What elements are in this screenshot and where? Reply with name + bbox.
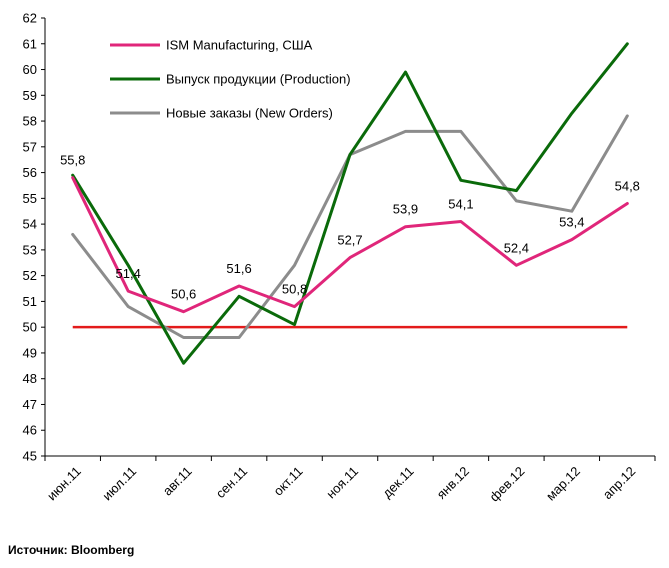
x-tick-label: фев.12 (487, 464, 528, 505)
data-label: 50,6 (171, 287, 196, 302)
x-tick-label: июл.11 (99, 464, 139, 504)
y-tick-label: 57 (23, 139, 37, 154)
y-tick-label: 59 (23, 88, 37, 103)
y-tick-label: 48 (23, 371, 37, 386)
y-tick-label: 50 (23, 320, 37, 335)
y-tick-label: 56 (23, 165, 37, 180)
x-tick-label: дек.11 (379, 464, 416, 501)
data-label: 52,7 (337, 233, 362, 248)
y-tick-label: 51 (23, 294, 37, 309)
y-tick-label: 46 (23, 423, 37, 438)
data-label: 54,1 (448, 197, 473, 212)
x-tick-label: авг.11 (160, 464, 195, 499)
x-tick-label: апр.12 (600, 464, 639, 503)
data-label: 52,4 (504, 240, 529, 255)
data-labels: 55,8 51,4 50,6 51,6 50,8 52,7 53,9 54,1 52,4 53,4… (60, 153, 640, 302)
legend-entry: Новые заказы (New Orders) (166, 106, 333, 121)
data-label: 54,8 (615, 179, 640, 194)
data-label: 55,8 (60, 153, 85, 168)
series-line-1 (71, 42, 629, 365)
x-tick-label: окт.11 (271, 464, 306, 499)
y-tick-label: 52 (23, 268, 37, 283)
series-line-0 (71, 176, 629, 314)
y-tick-label: 54 (23, 217, 37, 232)
data-label: 50,8 (282, 282, 307, 297)
x-tick-label: июн.11 (44, 464, 84, 504)
data-label: 51,4 (116, 266, 141, 281)
x-tick-label: сен.11 (213, 464, 250, 501)
data-label: 51,6 (226, 261, 251, 276)
y-tick-label: 55 (23, 191, 37, 206)
y-tick-label: 53 (23, 242, 37, 257)
y-tick-label: 61 (23, 36, 37, 51)
x-tick-label: ноя.11 (323, 464, 361, 502)
source-note: Источник: Bloomberg (8, 543, 135, 557)
legend-entry: ISM Manufacturing, США (166, 38, 313, 53)
line-chart: 45 46 47 48 49 50 51 52 53 54 55 56 57 58 59 60 61 62 июн.… (23, 11, 656, 505)
y-tick-label: 49 (23, 345, 37, 360)
y-tick-label: 60 (23, 62, 37, 77)
x-tick-label: янв.12 (434, 464, 472, 502)
x-tick-label: мар.12 (543, 464, 583, 504)
series-line-2 (71, 114, 629, 339)
y-tick-label: 45 (23, 449, 37, 464)
data-label: 53,9 (393, 202, 418, 217)
series-lines (71, 42, 629, 365)
y-tick-label: 62 (23, 11, 37, 26)
y-tick-label: 58 (23, 114, 37, 129)
y-tick-label: 47 (23, 397, 37, 412)
legend: ISM Manufacturing, США Выпуск продукции (… (110, 38, 351, 121)
legend-entry: Выпуск продукции (Production) (166, 72, 351, 87)
data-label: 53,4 (559, 215, 584, 230)
